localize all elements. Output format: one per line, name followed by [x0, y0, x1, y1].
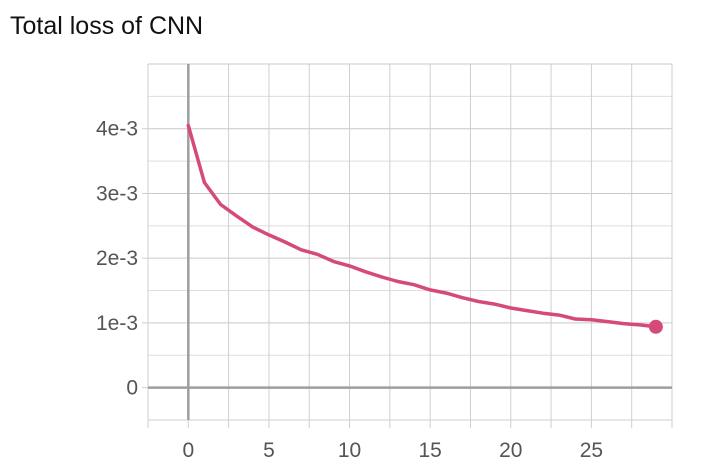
y-tick-label: 2e-3	[96, 247, 138, 270]
y-tick-label: 0	[126, 377, 138, 400]
major-grid	[148, 63, 673, 420]
minor-grid	[147, 64, 672, 421]
chart-title: Total loss of CNN	[10, 12, 204, 40]
loss-series-line	[186, 123, 658, 329]
x-tick-label: 25	[580, 439, 603, 462]
series-layer	[186, 123, 663, 334]
y-tick-label: 4e-3	[96, 118, 138, 141]
axes	[142, 64, 673, 428]
x-tick-labels: 0 5 10 15 20 25	[182, 439, 603, 462]
last-point-marker	[648, 319, 663, 334]
x-tick-label: 5	[263, 439, 275, 462]
y-tick-labels: 0 1e-3 2e-3 3e-3 4e-3	[96, 118, 138, 400]
y-tick-label: 1e-3	[96, 312, 138, 335]
x-tick-label: 0	[182, 439, 194, 462]
x-tick-label: 15	[418, 439, 441, 462]
y-tick-label: 3e-3	[96, 182, 138, 205]
x-tick-label: 10	[338, 439, 361, 462]
x-tick-label: 20	[499, 439, 522, 462]
